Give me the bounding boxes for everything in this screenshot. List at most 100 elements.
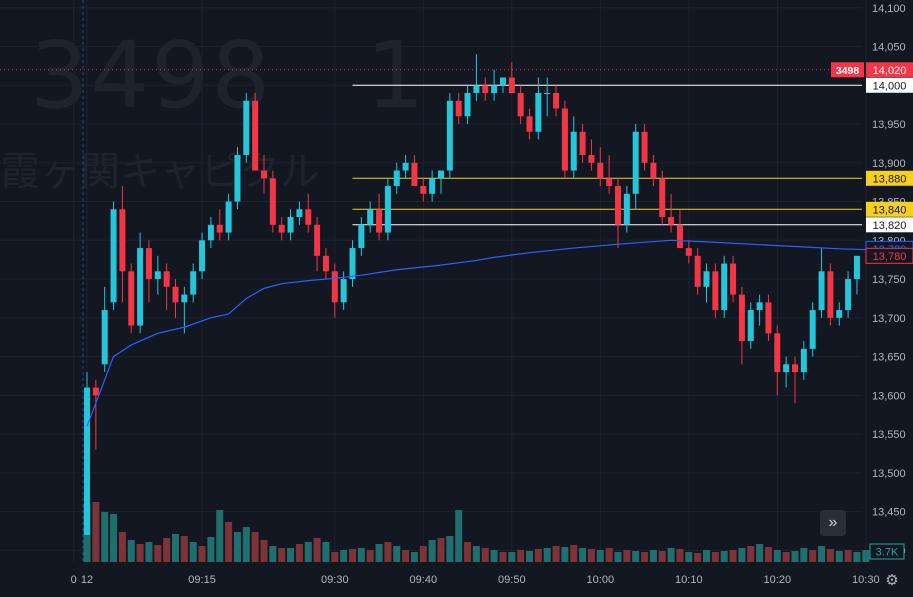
vwap-line xyxy=(86,239,866,427)
candle-body xyxy=(517,93,524,117)
last-price-label-bg xyxy=(865,247,913,264)
volume-bar xyxy=(809,550,817,562)
candle-body xyxy=(154,271,161,280)
x-tick-label: 12 xyxy=(81,574,93,586)
volume-bar xyxy=(410,552,418,562)
volume-bar xyxy=(419,546,427,562)
volume-bar xyxy=(703,550,710,562)
candle-body xyxy=(261,170,267,179)
volume-bar xyxy=(508,552,516,562)
price-line-label-bg xyxy=(866,201,913,217)
candle-body xyxy=(606,178,613,187)
volume-bar xyxy=(189,542,197,562)
candle-body xyxy=(322,255,329,272)
volume-bar xyxy=(154,545,162,562)
gear-icon[interactable]: ⚙ xyxy=(885,572,899,589)
volume-bar xyxy=(136,544,144,562)
candle-body xyxy=(216,224,223,233)
price-line-label: 14,000 xyxy=(873,80,907,92)
volume-bar xyxy=(163,538,171,562)
candles xyxy=(84,54,860,535)
candle-body xyxy=(570,131,577,171)
volume-bar xyxy=(464,542,472,562)
y-tick-label: 13,600 xyxy=(872,390,906,402)
volume-bar xyxy=(711,552,719,562)
volume-bar xyxy=(481,548,489,562)
candle-body xyxy=(455,100,462,117)
volume-bar xyxy=(118,532,126,562)
x-tick-label: 10:30 xyxy=(852,574,880,586)
y-tick-label: 13,550 xyxy=(872,429,906,441)
y-tick-label: 13,500 xyxy=(872,468,906,480)
volume-bar xyxy=(366,550,374,562)
volume-bars xyxy=(83,502,870,562)
volume-bar xyxy=(242,527,250,562)
y-tick-label: 13,450 xyxy=(872,507,906,519)
volume-bar xyxy=(499,552,507,562)
volume-bar xyxy=(729,550,737,562)
candle-body xyxy=(225,201,232,233)
volume-bar xyxy=(340,550,348,562)
volume-bar xyxy=(331,552,339,562)
volume-bar xyxy=(402,550,410,562)
candle-body xyxy=(845,279,852,311)
current-price-label: 14,020 xyxy=(873,65,907,77)
candle-body xyxy=(384,186,391,233)
volume-bar xyxy=(472,546,480,562)
candle-body xyxy=(553,93,560,109)
volume-bar xyxy=(818,546,826,562)
scroll-to-realtime-button[interactable]: » xyxy=(820,510,846,536)
candle-body xyxy=(402,162,409,171)
candle-body xyxy=(393,170,400,187)
volume-bar xyxy=(313,538,321,562)
candle-body xyxy=(190,271,197,295)
volume-bar xyxy=(384,542,392,562)
current-price-label-bg xyxy=(866,62,913,78)
volume-bar xyxy=(587,549,595,562)
y-tick-label: 13,700 xyxy=(872,313,906,325)
candle-body xyxy=(243,100,250,156)
candle-body xyxy=(641,131,648,163)
volume-label: 3.7K xyxy=(876,547,899,559)
candle-body xyxy=(800,348,807,373)
volume-bar xyxy=(437,538,445,562)
volume-bar xyxy=(260,540,268,562)
x-tick-label: 10:10 xyxy=(675,574,703,586)
volume-bar xyxy=(782,552,790,562)
price-line-label: 13,820 xyxy=(873,220,907,232)
volume-bar xyxy=(720,551,728,562)
volume-bar xyxy=(517,550,525,562)
candle-body xyxy=(181,294,188,303)
candle-body xyxy=(783,364,790,373)
volume-bar xyxy=(393,546,401,562)
candle-body xyxy=(827,271,834,318)
volume-bar xyxy=(534,549,542,562)
candle-body xyxy=(650,162,657,179)
candle-body xyxy=(668,217,675,225)
volume-bar xyxy=(269,546,277,562)
candle-body xyxy=(128,271,135,326)
candle-body xyxy=(429,178,436,194)
candle-body xyxy=(163,271,170,287)
volume-bar xyxy=(526,551,533,562)
y-tick-label: 13,900 xyxy=(872,158,906,170)
volume-bar xyxy=(853,552,861,562)
volume-bar xyxy=(641,552,649,562)
candle-body xyxy=(296,209,303,218)
candle-body xyxy=(349,248,356,280)
x-tick-label: 09:30 xyxy=(321,574,349,586)
y-tick-label: 14,050 xyxy=(872,42,906,54)
symbol-badge: 3498 xyxy=(836,65,860,77)
candle-body xyxy=(765,302,772,334)
x-tick-label: 09:50 xyxy=(498,574,526,586)
volume-bar xyxy=(658,551,666,562)
volume-bar xyxy=(92,502,100,562)
price-labels: 349814,02014,00013,88013,84013,82013,789… xyxy=(831,62,913,560)
volume-bar xyxy=(738,548,746,562)
candle-body xyxy=(809,310,816,349)
volume-bar xyxy=(110,514,118,562)
time-axis: 0 12 09:15 09:30 09:40 09:50 10:00 10:10 10:20 10… xyxy=(71,574,880,586)
candle-body xyxy=(632,131,639,194)
candle-body xyxy=(145,248,152,280)
